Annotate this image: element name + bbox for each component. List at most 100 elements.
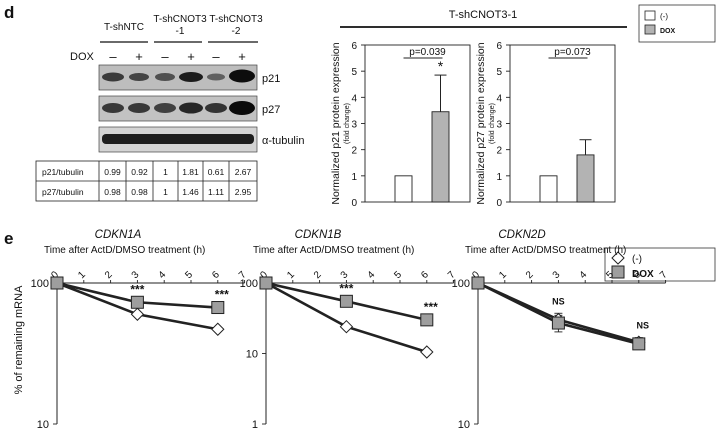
point-square [632, 337, 646, 351]
legend-e-label-neg: (-) [632, 254, 642, 265]
significance-mark: * [438, 58, 444, 74]
dox-mark: – [109, 49, 117, 64]
y-tick-label: 4 [351, 93, 357, 104]
x-tick-label: 1 [497, 269, 509, 281]
group-label-line: T-shCNOT3 [209, 14, 263, 25]
y-tick-label: 100 [452, 278, 470, 290]
y-tick-label: 2 [496, 146, 502, 157]
legend-e-marker-diamond [611, 251, 625, 265]
y-axis-sublabel: (fold change) [344, 103, 351, 144]
x-axis-label: Time after ActD/DMSO treatment (h) [465, 245, 626, 256]
point-square [551, 316, 565, 330]
chart-title: CDKN1B [295, 229, 342, 241]
legend-d-label-dox: DOX [660, 28, 676, 35]
table-cell: 1 [163, 187, 168, 197]
point-square [130, 295, 144, 309]
point-square [211, 301, 225, 315]
dox-mark: – [161, 49, 169, 64]
x-tick-label: 3 [551, 269, 563, 281]
western-blot-p27 [98, 95, 258, 122]
series-line [477, 281, 640, 344]
point-square [259, 276, 273, 290]
bar-charts: 0 1 2 3 4 5 6 Normalized p21 protein expression… [330, 41, 616, 209]
point-diamond [420, 345, 434, 359]
bar-group-title: T-shCNOT3-1 [449, 9, 517, 21]
x-tick-label: 5 [392, 269, 404, 281]
x-tick-label: 6 [210, 269, 222, 281]
group-label-2: T-shCNOT3 -1 [153, 14, 207, 37]
group-label-line: -2 [232, 26, 241, 37]
table-cell: 0.61 [208, 167, 225, 177]
y-axis-label: Normalized p27 protein expression [475, 42, 487, 204]
point-diamond [339, 319, 354, 334]
western-blot-p21 [98, 64, 258, 91]
legend-d-swatch-neg [644, 10, 656, 21]
y-tick-label: 100 [31, 278, 49, 290]
dox-label: DOX [70, 51, 95, 63]
table-cell: 2.67 [235, 167, 252, 177]
y-tick-label: 3 [496, 120, 502, 131]
table-cell: 1 [163, 167, 168, 177]
chart-title: CDKN1A [95, 229, 142, 241]
group-label-1: T-shNTC [104, 22, 144, 33]
y-tick-label: 1 [351, 172, 357, 183]
dox-mark: – [212, 49, 220, 64]
ratio-table: p21/tubulin 0.99 0.92 1 1.81 0.61 2.67 p27/tubu… [35, 160, 258, 202]
y-tick-label: 100 [240, 278, 258, 290]
table-cell: 0.98 [131, 187, 148, 197]
x-tick-label: 4 [366, 269, 378, 281]
table-cell: 1.46 [182, 187, 199, 197]
bar [539, 175, 558, 203]
x-tick-label: 4 [157, 269, 169, 281]
western-blot-tubulin [98, 126, 258, 153]
legend-d: (-) DOX [638, 4, 716, 43]
panel-e-letter: e [4, 229, 13, 248]
legend-e-label-dox: DOX [632, 269, 654, 280]
x-tick-label: 3 [130, 269, 142, 281]
y-tick-label: 10 [246, 349, 258, 361]
legend-d-label-neg: (-) [660, 12, 668, 21]
table-cell: 0.98 [104, 187, 121, 197]
table-cell: 2.95 [235, 187, 252, 197]
y-tick-label: 5 [351, 67, 357, 78]
p-value-annotation: p=0.039 [409, 47, 446, 58]
group-label-line: -1 [176, 26, 185, 37]
table-cell: 1.81 [182, 167, 199, 177]
y-tick-label: 0 [496, 198, 502, 209]
table-row-label: p27/tubulin [42, 187, 84, 197]
y-tick-label: 3 [351, 120, 357, 131]
x-tick-label: 4 [578, 269, 590, 281]
y-tick-label: 10 [37, 419, 49, 431]
y-axis-label: Normalized p21 protein expression [330, 42, 342, 204]
y-tick-label: 6 [351, 41, 357, 52]
x-tick-label: 6 [419, 269, 431, 281]
significance-annotation: *** [130, 282, 144, 296]
y-tick-label: 5 [496, 67, 502, 78]
y-axis-sublabel: (fold change) [489, 103, 496, 144]
panel-d-letter: d [4, 3, 14, 22]
point-diamond [130, 307, 145, 321]
x-tick-label: 2 [312, 269, 324, 281]
panel-e-ylabel: % of remaining mRNA [13, 285, 25, 394]
blot-label-tubulin: α-tubulin [262, 135, 304, 147]
point-diamond [211, 322, 225, 336]
table-cell: 0.92 [131, 167, 148, 177]
point-square [420, 313, 434, 327]
dox-mark: + [238, 49, 246, 64]
significance-annotation: *** [424, 300, 438, 314]
y-tick-label: 6 [496, 41, 502, 52]
y-tick-label: 4 [496, 93, 502, 104]
p-value-annotation: p=0.073 [554, 47, 591, 58]
x-tick-label: 2 [524, 269, 536, 281]
significance-annotation: *** [339, 281, 353, 295]
y-tick-label: 1 [252, 419, 258, 431]
bar-chart-2: 0 1 2 3 4 5 6 Normalized p27 protein expression… [475, 41, 616, 209]
line-chart-2: CDKN1B Time after ActD/DMSO treatment (h)… [240, 229, 458, 431]
x-axis-label: Time after ActD/DMSO treatment (h) [253, 245, 414, 256]
x-tick-label: 3 [339, 269, 351, 281]
table-row-label: p21/tubulin [42, 167, 84, 177]
plot-frame [364, 44, 471, 203]
group-label-line: T-shCNOT3 [153, 14, 207, 25]
plot-frame [509, 44, 616, 203]
